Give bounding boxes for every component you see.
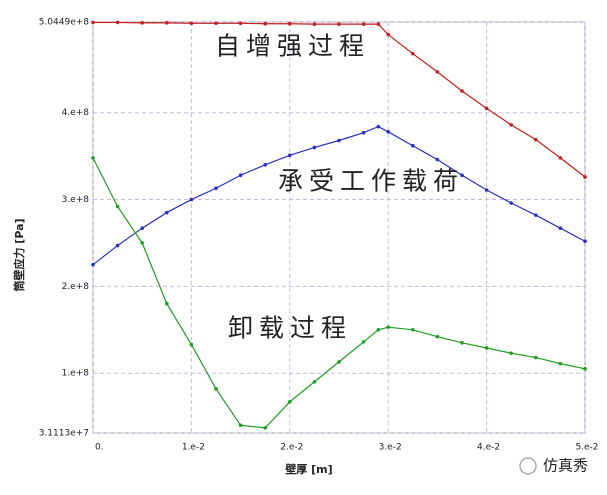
data-point [165,210,169,215]
y-tick-label: 4.e+8 [62,108,90,118]
data-point [558,156,563,160]
data-point [91,20,95,25]
data-point [386,130,391,134]
annotation: 承受工作载荷 [278,167,464,196]
data-point [312,380,317,384]
data-point [214,21,218,26]
data-point [140,226,144,230]
data-point [214,387,218,391]
data-point [376,124,381,129]
data-point [115,243,120,248]
data-point [484,106,489,111]
data-point [337,138,341,143]
data-point [214,186,218,191]
data-point [91,156,95,160]
data-point [189,342,194,347]
data-point [238,21,243,26]
y-tick-label: 2.e+8 [62,282,90,292]
y-tick-label: 3.1113e+7 [39,429,89,439]
data-point [115,204,120,209]
data-point [288,21,292,26]
data-point [558,361,563,366]
x-tick-label: 2.e-2 [280,443,303,453]
data-point [534,213,538,217]
data-point [583,367,587,371]
x-tick-label: 3.e-2 [379,443,402,453]
data-point [509,351,513,356]
x-tick-label: 1.e-2 [182,443,205,453]
data-point [337,360,341,364]
data-point [288,400,292,404]
data-point [583,239,587,244]
watermark-icon [519,457,537,475]
data-point [411,327,415,332]
data-point [263,21,268,26]
series-line [92,157,586,429]
annotation: 自增强过程 [215,32,370,61]
data-point [189,197,194,202]
data-point [534,355,538,360]
y-tick-label: 5.0449e+8 [39,18,90,28]
x-tick-label: 4.e-2 [477,443,500,453]
data-point [411,143,415,148]
data-point [361,22,366,26]
data-point [376,22,381,26]
data-point [411,51,415,56]
data-point [386,32,391,37]
data-point [263,163,268,167]
data-point [509,201,513,205]
data-point [263,426,268,430]
watermark: 仿真秀 [543,457,588,475]
data-point [140,21,144,25]
series-line [92,125,586,266]
data-point [435,70,440,74]
data-point [238,173,243,178]
data-point [189,21,194,26]
data-point [165,301,169,306]
data-point [386,325,391,329]
x-tick-label: 0. [95,443,104,453]
y-tick-label: 3.e+8 [62,195,90,205]
data-point [460,173,464,178]
data-point [238,423,243,428]
annotation: 卸载过程 [228,314,352,343]
data-point [288,153,292,158]
data-point [361,130,366,135]
data-point [337,22,341,26]
data-point [583,175,587,179]
y-axis-label: 筒壁应力 [Pa] [12,218,26,291]
data-point [91,262,95,267]
data-point [435,157,440,162]
data-point [484,188,489,192]
x-axis-label: 壁厚 [m] [285,462,332,476]
series-line [93,21,586,178]
y-tick-label: 1.e+8 [62,369,90,379]
data-point [140,241,144,245]
data-point [509,123,513,127]
data-point [534,137,538,142]
data-point [115,20,120,25]
data-point [165,21,169,25]
data-point [484,346,489,350]
data-point [376,327,381,332]
data-point [312,22,317,26]
data-point [460,341,464,345]
data-point [460,89,464,93]
data-point [312,145,317,150]
data-point [435,334,440,339]
data-point [558,226,563,230]
data-point [361,340,366,344]
plot-frame [92,21,586,434]
x-tick-label: 5.e-2 [575,443,598,453]
